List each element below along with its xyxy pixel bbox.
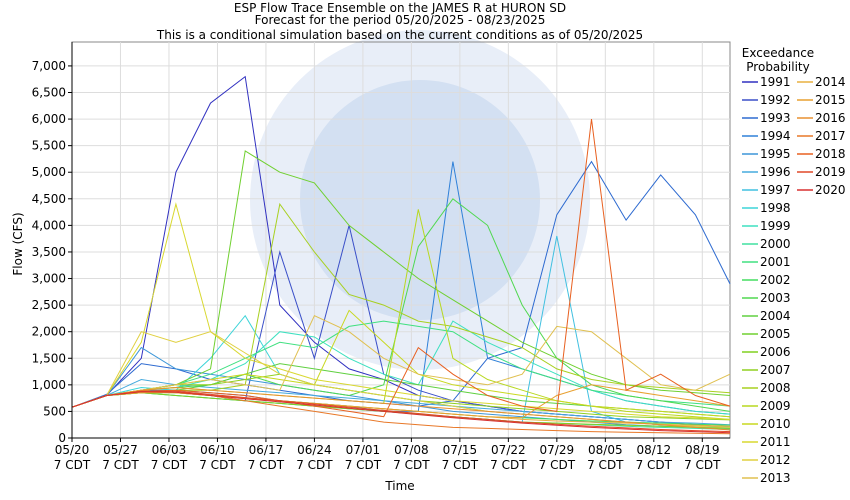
y-tick-label: 0 <box>58 431 66 445</box>
series-line <box>71 389 731 427</box>
legend-label: 2001 <box>760 255 791 269</box>
chart-subtitle: Forecast for the period 05/20/2025 - 08/… <box>255 13 546 27</box>
x-tick-label: 07/22 <box>491 443 526 457</box>
x-tick-sublabel: 7 CDT <box>54 458 91 472</box>
series-line <box>71 346 731 429</box>
chart-title: ESP Flow Trace Ensemble on the JAMES R a… <box>234 1 566 15</box>
legend-label: 2007 <box>760 363 791 377</box>
x-tick-label: 07/29 <box>540 443 575 457</box>
x-tick-sublabel: 7 CDT <box>442 458 479 472</box>
legend-title: Probability <box>746 60 809 74</box>
legend-label: 2003 <box>760 291 791 305</box>
series-line <box>71 390 731 433</box>
x-tick-sublabel: 7 CDT <box>199 458 236 472</box>
legend-label: 1993 <box>760 111 791 125</box>
chart-note: This is a conditional simulation based o… <box>156 28 643 42</box>
legend-label: 2002 <box>760 273 791 287</box>
y-tick-label: 6,000 <box>32 112 66 126</box>
legend-label: 1994 <box>760 129 791 143</box>
series-line <box>71 150 731 408</box>
legend-label: 2012 <box>760 453 791 467</box>
y-tick-label: 4,500 <box>32 192 66 206</box>
series-line <box>71 315 731 408</box>
legend-label: 2006 <box>760 345 791 359</box>
y-tick-label: 2,500 <box>32 298 66 312</box>
x-tick-sublabel: 7 CDT <box>539 458 576 472</box>
legend-label: 2019 <box>815 165 846 179</box>
legend-label: 2004 <box>760 309 791 323</box>
legend-label: 2020 <box>815 183 846 197</box>
legend-label: 2000 <box>760 237 791 251</box>
x-axis-label: Time <box>384 479 414 493</box>
y-tick-label: 1,500 <box>32 351 66 365</box>
x-tick-label: 06/10 <box>200 443 235 457</box>
legend-label: 2017 <box>815 129 846 143</box>
watermark-inner <box>300 80 540 320</box>
series-line <box>71 391 731 434</box>
x-tick-label: 06/17 <box>249 443 284 457</box>
y-tick-label: 5,000 <box>32 165 66 179</box>
y-tick-label: 6,500 <box>32 85 66 99</box>
series-line <box>71 320 731 415</box>
x-tick-sublabel: 7 CDT <box>102 458 139 472</box>
legend-label: 2016 <box>815 111 846 125</box>
legend-label: 2015 <box>815 93 846 107</box>
x-tick-sublabel: 7 CDT <box>393 458 430 472</box>
y-tick-label: 4,000 <box>32 218 66 232</box>
legend-label: 1998 <box>760 201 791 215</box>
x-tick-label: 07/15 <box>443 443 478 457</box>
y-tick-label: 500 <box>43 404 66 418</box>
x-tick-sublabel: 7 CDT <box>151 458 188 472</box>
legend-label: 1991 <box>760 75 791 89</box>
x-tick-label: 08/05 <box>588 443 623 457</box>
x-tick-sublabel: 7 CDT <box>636 458 673 472</box>
x-tick-label: 07/01 <box>346 443 381 457</box>
x-tick-sublabel: 7 CDT <box>490 458 527 472</box>
legend-label: 2013 <box>760 471 791 485</box>
y-tick-label: 2,000 <box>32 325 66 339</box>
x-tick-sublabel: 7 CDT <box>248 458 285 472</box>
legend-label: 2018 <box>815 147 846 161</box>
x-tick-label: 08/19 <box>685 443 720 457</box>
series-line <box>71 202 731 420</box>
legend-title: Exceedance <box>742 46 814 60</box>
legend-label: 2011 <box>760 435 791 449</box>
legend-label: 2008 <box>760 381 791 395</box>
x-tick-label: 07/08 <box>394 443 429 457</box>
y-tick-label: 3,000 <box>32 272 66 286</box>
x-tick-label: 05/20 <box>55 443 90 457</box>
x-tick-label: 06/03 <box>152 443 187 457</box>
series-line <box>71 386 731 431</box>
y-tick-label: 5,500 <box>32 139 66 153</box>
y-tick-label: 3,500 <box>32 245 66 259</box>
x-tick-sublabel: 7 CDT <box>587 458 624 472</box>
y-axis-label: Flow (CFS) <box>11 212 25 275</box>
legend-label: 2009 <box>760 399 791 413</box>
y-tick-label: 1,000 <box>32 378 66 392</box>
legend-label: 1992 <box>760 93 791 107</box>
series-line <box>71 119 731 418</box>
legend-label: 1999 <box>760 219 791 233</box>
legend-label: 1996 <box>760 165 791 179</box>
legend-label: 2010 <box>760 417 791 431</box>
legend-label: 1995 <box>760 147 791 161</box>
series-line <box>71 320 731 408</box>
x-tick-label: 06/24 <box>297 443 332 457</box>
x-tick-sublabel: 7 CDT <box>684 458 721 472</box>
legend-label: 2014 <box>815 75 846 89</box>
legend-label: 2005 <box>760 327 791 341</box>
x-tick-sublabel: 7 CDT <box>296 458 333 472</box>
legend-label: 1997 <box>760 183 791 197</box>
x-tick-label: 08/12 <box>637 443 672 457</box>
x-tick-label: 05/27 <box>103 443 138 457</box>
y-tick-label: 7,000 <box>32 59 66 73</box>
x-tick-sublabel: 7 CDT <box>345 458 382 472</box>
series-line <box>71 198 731 412</box>
